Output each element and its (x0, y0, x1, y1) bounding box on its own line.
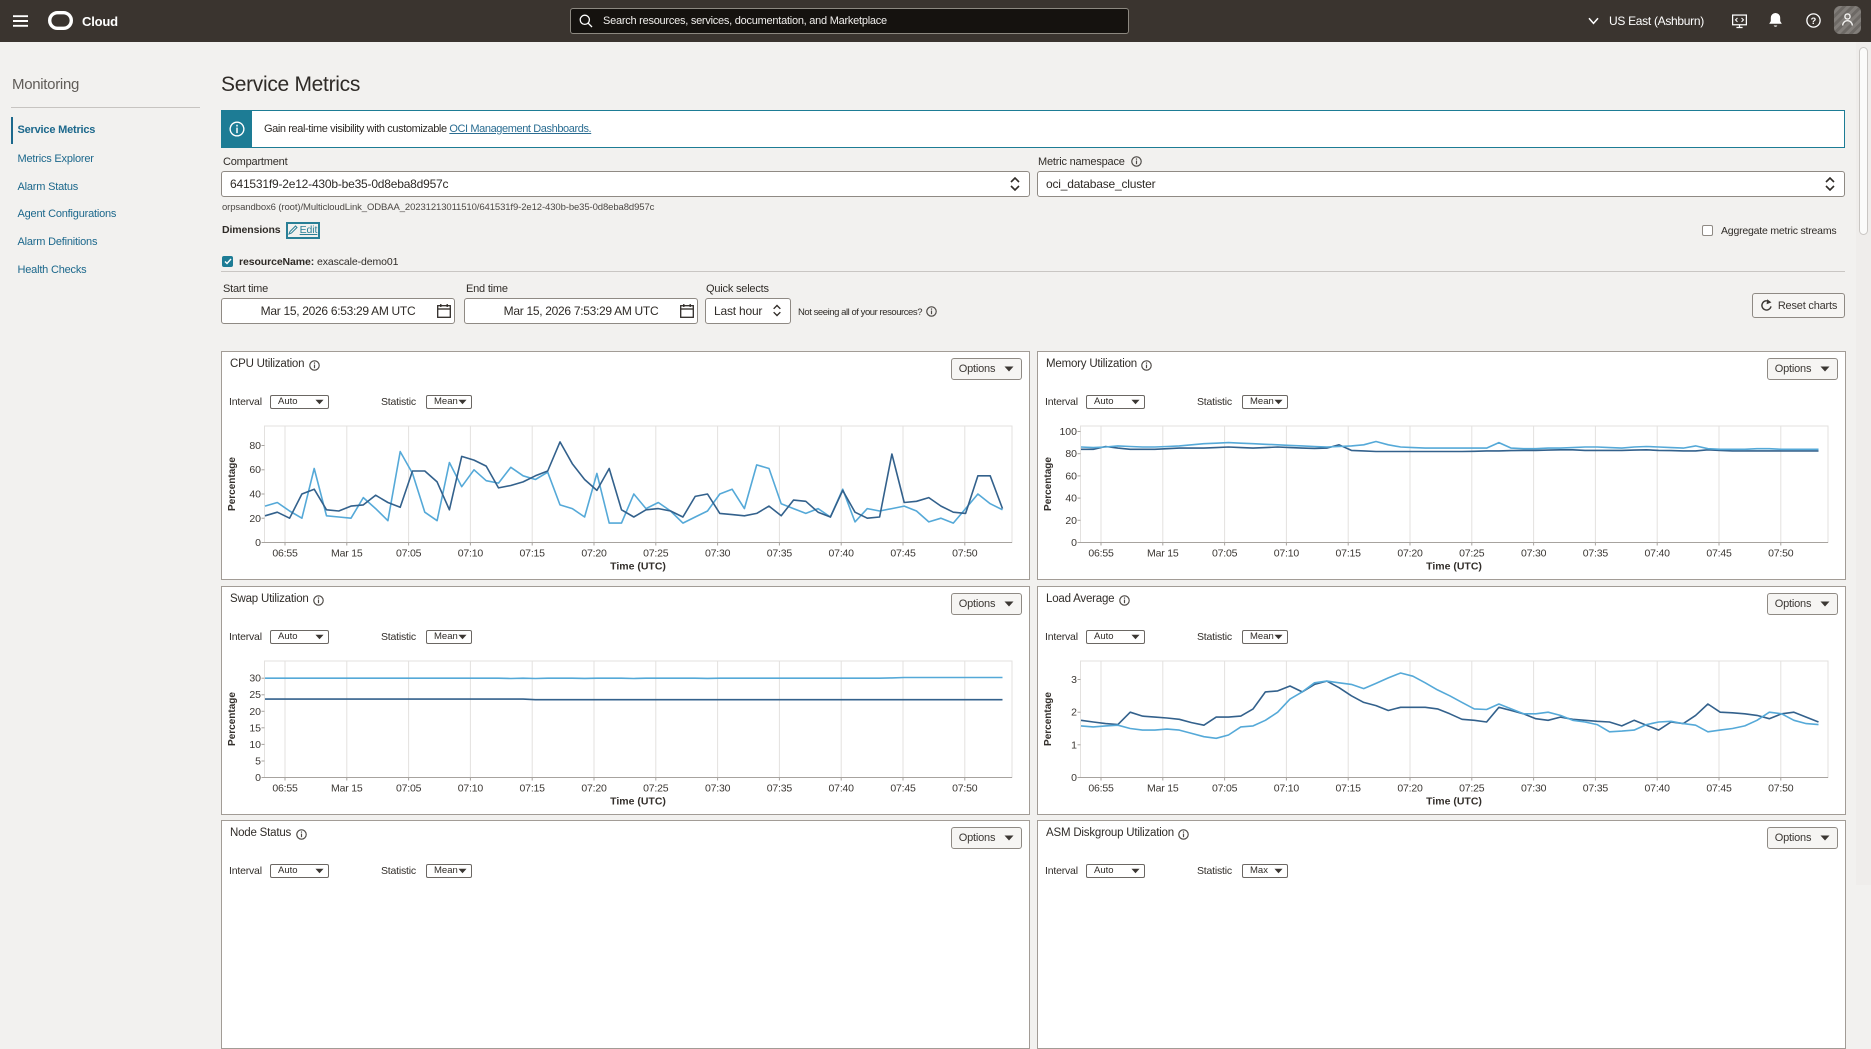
svg-text:5: 5 (255, 756, 261, 768)
svg-text:07:50: 07:50 (952, 548, 978, 560)
svg-text:07:30: 07:30 (705, 783, 731, 795)
svg-text:20: 20 (249, 706, 261, 718)
svg-text:07:20: 07:20 (581, 783, 607, 795)
svg-text:07:45: 07:45 (890, 548, 916, 560)
svg-text:07:50: 07:50 (1768, 548, 1794, 560)
svg-text:Percentage: Percentage (1043, 457, 1054, 511)
svg-text:07:20: 07:20 (581, 548, 607, 560)
svg-text:07:45: 07:45 (890, 783, 916, 795)
svg-text:30: 30 (249, 673, 261, 685)
svg-text:20: 20 (1065, 515, 1077, 527)
svg-text:07:25: 07:25 (643, 548, 669, 560)
svg-text:15: 15 (249, 722, 261, 734)
svg-text:06:55: 06:55 (272, 783, 298, 795)
svg-text:Percentage: Percentage (1043, 692, 1054, 746)
svg-text:0: 0 (255, 772, 261, 784)
svg-text:06:55: 06:55 (272, 548, 298, 560)
svg-text:Mar 15: Mar 15 (331, 783, 363, 795)
svg-text:07:25: 07:25 (1459, 783, 1485, 795)
svg-text:Time (UTC): Time (UTC) (1426, 561, 1482, 573)
svg-text:07:05: 07:05 (396, 783, 422, 795)
svg-text:06:55: 06:55 (1088, 548, 1114, 560)
svg-text:07:30: 07:30 (1521, 548, 1547, 560)
svg-text:25: 25 (249, 689, 261, 701)
svg-text:07:15: 07:15 (520, 548, 546, 560)
svg-text:Mar 15: Mar 15 (1147, 548, 1179, 560)
svg-text:10: 10 (249, 739, 261, 751)
svg-text:?: ? (1811, 15, 1817, 25)
svg-text:07:35: 07:35 (767, 783, 793, 795)
svg-text:07:15: 07:15 (520, 783, 546, 795)
svg-text:07:40: 07:40 (829, 783, 855, 795)
svg-text:Time (UTC): Time (UTC) (1426, 796, 1482, 808)
svg-text:Percentage: Percentage (227, 692, 238, 746)
svg-text:06:55: 06:55 (1088, 783, 1114, 795)
svg-text:07:35: 07:35 (1583, 548, 1609, 560)
svg-text:07:35: 07:35 (767, 548, 793, 560)
svg-text:07:50: 07:50 (1768, 783, 1794, 795)
svg-text:Mar 15: Mar 15 (331, 548, 363, 560)
svg-text:07:20: 07:20 (1397, 783, 1423, 795)
svg-text:07:15: 07:15 (1336, 548, 1362, 560)
svg-text:0: 0 (255, 537, 261, 549)
svg-text:0: 0 (1071, 537, 1077, 549)
svg-text:07:40: 07:40 (1645, 548, 1671, 560)
svg-text:80: 80 (1065, 448, 1077, 460)
svg-text:07:20: 07:20 (1397, 548, 1423, 560)
svg-text:100: 100 (1059, 426, 1077, 438)
svg-text:07:05: 07:05 (1212, 548, 1238, 560)
svg-text:60: 60 (1065, 470, 1077, 482)
svg-text:07:25: 07:25 (1459, 548, 1485, 560)
svg-text:07:10: 07:10 (1274, 548, 1300, 560)
svg-text:40: 40 (249, 489, 261, 501)
svg-text:1: 1 (1071, 739, 1077, 751)
svg-text:07:35: 07:35 (1583, 783, 1609, 795)
svg-text:07:40: 07:40 (1645, 783, 1671, 795)
svg-text:07:10: 07:10 (1274, 783, 1300, 795)
svg-text:40: 40 (1065, 493, 1077, 505)
svg-text:3: 3 (1071, 674, 1077, 686)
svg-text:80: 80 (249, 440, 261, 452)
svg-text:07:10: 07:10 (458, 783, 484, 795)
svg-text:Time (UTC): Time (UTC) (610, 796, 666, 808)
svg-text:Mar 15: Mar 15 (1147, 783, 1179, 795)
svg-text:20: 20 (249, 513, 261, 525)
svg-text:07:05: 07:05 (396, 548, 422, 560)
svg-text:07:10: 07:10 (458, 548, 484, 560)
svg-text:07:45: 07:45 (1706, 548, 1732, 560)
svg-text:07:15: 07:15 (1336, 783, 1362, 795)
svg-text:60: 60 (249, 464, 261, 476)
svg-text:07:45: 07:45 (1706, 783, 1732, 795)
svg-text:Percentage: Percentage (227, 457, 238, 511)
svg-text:07:30: 07:30 (705, 548, 731, 560)
svg-text:2: 2 (1071, 707, 1077, 719)
svg-text:0: 0 (1071, 772, 1077, 784)
svg-text:07:40: 07:40 (829, 548, 855, 560)
svg-text:07:05: 07:05 (1212, 783, 1238, 795)
svg-text:07:50: 07:50 (952, 783, 978, 795)
svg-text:Time (UTC): Time (UTC) (610, 561, 666, 573)
svg-text:07:30: 07:30 (1521, 783, 1547, 795)
svg-text:07:25: 07:25 (643, 783, 669, 795)
